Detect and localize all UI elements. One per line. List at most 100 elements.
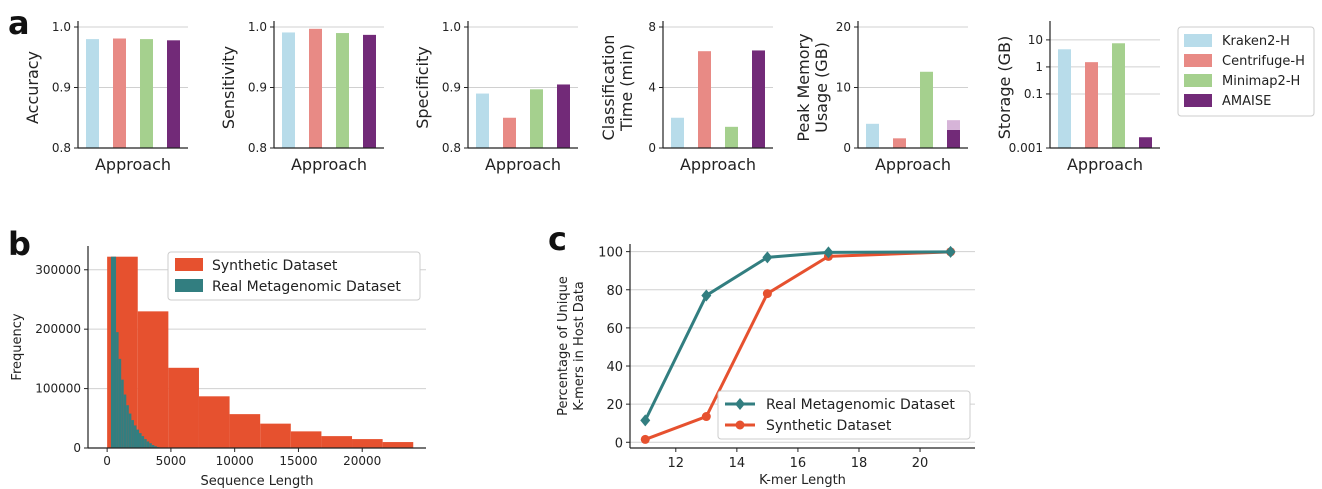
y-tick-label: 20 [606,398,623,413]
y-tick-label: 1.0 [52,20,71,34]
x-axis-label: Approach [1067,155,1143,174]
legend-frame [717,390,971,440]
bar-minimap2-h [336,33,349,148]
histogram-bar [126,405,129,448]
histogram-bar [141,436,145,448]
bar-centrifuge-h [113,38,126,149]
legend-swatch [175,258,203,271]
x-tick-label: 12 [668,456,685,471]
panel-a: 0.8 0.9 1.0 Approach Accuracy 0.8 0.9 1.0 Approa… [23,20,1160,174]
x-tick-label: 16 [790,456,807,471]
bar-amaise [557,84,570,148]
legend-label: Synthetic Dataset [212,258,338,274]
histogram-bar [136,429,140,448]
bar-kraken2-h [476,93,489,148]
subplot-2: 0.8 0.9 1.0 Approach Sensitivity [219,20,384,174]
bar-minimap2-h [530,89,543,148]
x-axis-label: K-mer Length [759,473,846,488]
legend-label: Real Metagenomic Dataset [766,397,955,413]
y-axis-label: Storage (GB) [995,36,1014,140]
histogram-bar [144,439,147,448]
histogram-bar [321,436,353,448]
y-tick-label: 8 [648,20,656,34]
y-tick-label: 0.8 [442,141,461,155]
y-axis-label: Time (min) [617,44,636,132]
subplot-1: 0.8 0.9 1.0 Approach Accuracy [23,20,188,174]
y-axis-label: Frequency [10,313,25,380]
x-axis-label: Approach [485,155,561,174]
histogram-bar [116,332,119,448]
y-tick-label: 300000 [35,263,81,277]
legend-swatch [175,279,203,292]
x-tick-label: 14 [729,456,746,471]
histogram-bar [149,443,152,448]
y-tick-label: 1.0 [442,20,461,34]
subplot-5: 0 10 20 Approach Peak Memory Usage (GB) [794,20,968,174]
x-axis-label: Approach [95,155,171,174]
bar-minimap2-h [1112,43,1125,148]
y-tick-label: 0 [73,441,81,455]
histogram-bar [229,414,261,448]
x-tick-label: 20000 [343,454,381,468]
y-tick-label: 10 [836,81,851,95]
legend-label: AMAISE [1222,94,1271,109]
y-axis-label: Specificity [413,46,432,128]
y-axis-label: Percentage of Unique [556,276,571,416]
x-tick-label: 5000 [156,454,187,468]
y-tick-label: 0 [843,141,851,155]
bar-centrifuge-h [1085,62,1098,149]
subplot-4: 0 4 8 Approach Classification Time (min) [599,20,773,174]
y-tick-label: 100 [598,246,623,261]
x-tick-label: 18 [851,456,868,471]
subplot-3: 0.8 0.9 1.0 Approach Specificity [413,20,578,174]
histogram-bar [168,367,199,448]
bar-amaise [947,129,960,148]
x-axis-label: Approach [680,155,756,174]
histogram-bar [137,311,169,448]
bar-extra-amaise [947,120,960,130]
bar-amaise [1139,137,1152,148]
histogram-bar [118,358,122,448]
legend-marker [735,420,745,430]
data-point [640,434,650,444]
bar-kraken2-h [671,117,684,148]
y-tick-label: 0.9 [442,81,461,95]
subplot-6: 0.001 0.1 1 10 Approach Storage (GB) [995,21,1160,174]
bar-minimap2-h [140,39,153,148]
x-tick-label: 20 [912,456,929,471]
y-axis-label: Peak Memory [794,33,813,141]
histogram-bar [260,423,291,448]
histogram-bar [151,445,155,448]
legend-label: Synthetic Dataset [766,418,892,434]
data-point [640,414,651,427]
legend-label: Minimap2-H [1222,74,1300,89]
data-point [945,245,956,258]
bar-minimap2-h [725,126,738,148]
bar-minimap2-h [920,71,933,148]
y-tick-label: 4 [648,81,656,95]
histogram-bar [110,256,114,448]
panel-label-a: a [8,4,30,42]
y-axis-label: Usage (GB) [812,42,831,133]
legend-label: Centrifuge-H [1222,54,1305,69]
histogram-bar [154,446,157,448]
legend-swatch-kraken2-h [1184,34,1212,47]
histogram-bar [123,394,127,448]
panel-label-b: b [8,225,31,263]
y-tick-label: 0.8 [52,141,71,155]
bar-amaise [167,40,180,149]
legend-swatch-minimap2-h [1184,74,1212,87]
histogram-bar [198,396,230,448]
bar-centrifuge-h [698,51,711,149]
histogram-bar [290,431,322,448]
data-point [701,289,712,302]
data-point [701,412,711,422]
y-tick-label: 0 [615,436,623,451]
histogram-bar [128,413,132,448]
legend-a: Kraken2-H Centrifuge-H Minimap2-H AMAISE [1177,26,1315,117]
legend-frame [1177,26,1315,117]
bar-centrifuge-h [893,138,906,148]
y-tick-label: 0.9 [52,81,71,95]
y-tick-label: 40 [606,360,623,375]
